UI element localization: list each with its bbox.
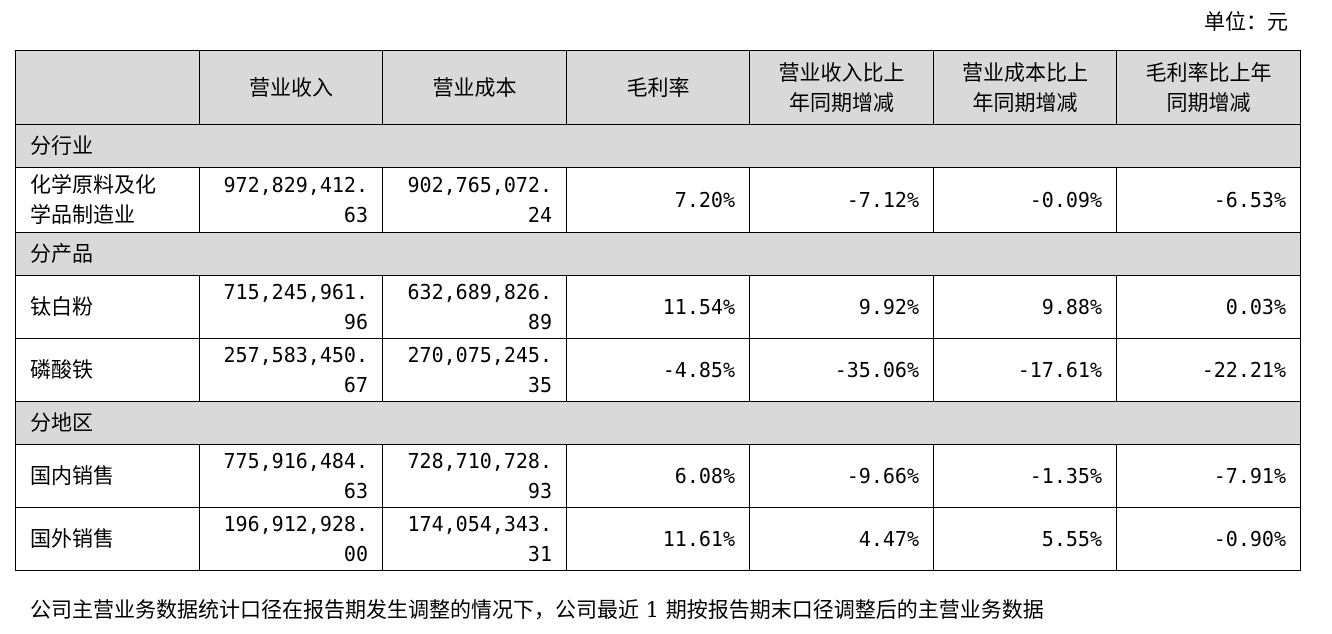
cost-cell: 728,710,728. 93: [382, 444, 567, 508]
cost-change-cell: -0.09%: [933, 167, 1117, 233]
row-name: 化学原料及化 学品制造业: [15, 167, 200, 233]
header-empty: [15, 50, 200, 125]
header-margin-change: 毛利率比上年 同期增减: [1116, 50, 1301, 125]
gross-margin-cell: 11.61%: [566, 507, 750, 571]
table-row: 国内销售 775,916,484. 63 728,710,728. 93 6.08%…: [15, 444, 1301, 508]
margin-change-cell: -22.21%: [1116, 338, 1301, 402]
revenue-cell: 257,583,450. 67: [199, 338, 383, 402]
cost-cell: 632,689,826. 89: [382, 275, 567, 339]
header-cost: 营业成本: [382, 50, 567, 125]
main-business-table: 营业收入 营业成本 毛利率 营业收入比上 年同期增减 营业成本比上 年同期增减 毛利…: [15, 50, 1301, 571]
revenue-change-cell: -35.06%: [749, 338, 934, 402]
revenue-change-cell: -7.12%: [749, 167, 934, 233]
section-row-region: 分地区: [15, 401, 1301, 445]
cost-change-cell: -1.35%: [933, 444, 1117, 508]
header-revenue: 营业收入: [199, 50, 383, 125]
cost-cell: 270,075,245. 35: [382, 338, 567, 402]
cost-change-cell: -17.61%: [933, 338, 1117, 402]
margin-change-cell: -6.53%: [1116, 167, 1301, 233]
revenue-cell: 972,829,412. 63: [199, 167, 383, 233]
section-title: 分产品: [15, 232, 1301, 276]
cost-change-cell: 5.55%: [933, 507, 1117, 571]
revenue-change-cell: -9.66%: [749, 444, 934, 508]
section-title: 分地区: [15, 401, 1301, 445]
unit-label: 单位：元: [1204, 10, 1288, 34]
revenue-change-cell: 9.92%: [749, 275, 934, 339]
table-row: 钛白粉 715,245,961. 96 632,689,826. 89 11.54%…: [15, 275, 1301, 339]
gross-margin-cell: -4.85%: [566, 338, 750, 402]
gross-margin-cell: 6.08%: [566, 444, 750, 508]
cost-change-cell: 9.88%: [933, 275, 1117, 339]
header-gross-margin: 毛利率: [566, 50, 750, 125]
header-cost-change: 营业成本比上 年同期增减: [933, 50, 1117, 125]
table-row: 国外销售 196,912,928. 00 174,054,343. 31 11.61…: [15, 507, 1301, 571]
header-revenue-change: 营业收入比上 年同期增减: [749, 50, 934, 125]
section-row-product: 分产品: [15, 232, 1301, 276]
footer-note: 公司主营业务数据统计口径在报告期发生调整的情况下，公司最近 1 期按报告期末口径…: [30, 598, 1044, 622]
row-name: 国外销售: [15, 507, 200, 571]
row-name: 钛白粉: [15, 275, 200, 339]
gross-margin-cell: 7.20%: [566, 167, 750, 233]
margin-change-cell: -7.91%: [1116, 444, 1301, 508]
table-row: 化学原料及化 学品制造业 972,829,412. 63 902,765,072. 2…: [15, 167, 1301, 233]
cost-cell: 902,765,072. 24: [382, 167, 567, 233]
revenue-cell: 715,245,961. 96: [199, 275, 383, 339]
revenue-cell: 775,916,484. 63: [199, 444, 383, 508]
gross-margin-cell: 11.54%: [566, 275, 750, 339]
header-row: 营业收入 营业成本 毛利率 营业收入比上 年同期增减 营业成本比上 年同期增减 毛利…: [15, 50, 1301, 125]
cost-cell: 174,054,343. 31: [382, 507, 567, 571]
section-row-industry: 分行业: [15, 124, 1301, 168]
revenue-cell: 196,912,928. 00: [199, 507, 383, 571]
margin-change-cell: 0.03%: [1116, 275, 1301, 339]
section-title: 分行业: [15, 124, 1301, 168]
table-row: 磷酸铁 257,583,450. 67 270,075,245. 35 -4.85%…: [15, 338, 1301, 402]
row-name: 国内销售: [15, 444, 200, 508]
revenue-change-cell: 4.47%: [749, 507, 934, 571]
margin-change-cell: -0.90%: [1116, 507, 1301, 571]
row-name: 磷酸铁: [15, 338, 200, 402]
